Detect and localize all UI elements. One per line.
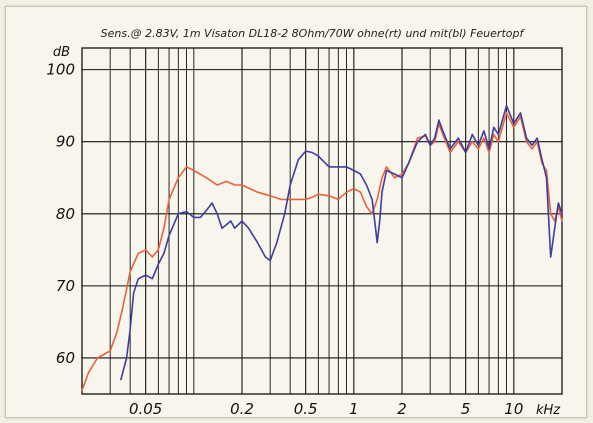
x-axis-unit-label: kHz xyxy=(536,403,561,418)
y-tick-label: 60 xyxy=(56,349,75,367)
y-tick-labels: 60 70 80 90 100 xyxy=(46,61,75,367)
series-line-1 xyxy=(81,112,563,392)
y-tick-label: 100 xyxy=(46,61,75,79)
plot-border xyxy=(81,47,563,395)
series-layer xyxy=(81,104,563,392)
x-tick-label: 0.2 xyxy=(230,400,254,418)
x-tick-label: 5 xyxy=(461,400,471,418)
x-tick-label: 0.05 xyxy=(129,400,162,418)
y-tick-label: 80 xyxy=(56,205,75,223)
y-tick-label: 90 xyxy=(56,133,75,151)
y-tick-label: 70 xyxy=(56,277,75,295)
x-tick-label: 1 xyxy=(349,400,359,418)
x-tick-label: 2 xyxy=(397,400,407,418)
chart-frame xyxy=(5,6,587,418)
grid xyxy=(82,48,562,394)
x-tick-label: 0.5 xyxy=(294,400,318,418)
series-line-2 xyxy=(120,104,563,381)
x-tick-labels: 0.05 0.2 0.5 1 2 5 10 xyxy=(129,400,523,418)
chart-title: Sens.@ 2.83V, 1m Visaton DL18-2 8Ohm/70W… xyxy=(101,27,526,40)
x-tick-label: 10 xyxy=(504,400,523,418)
y-axis-unit-label: dB xyxy=(53,45,70,60)
